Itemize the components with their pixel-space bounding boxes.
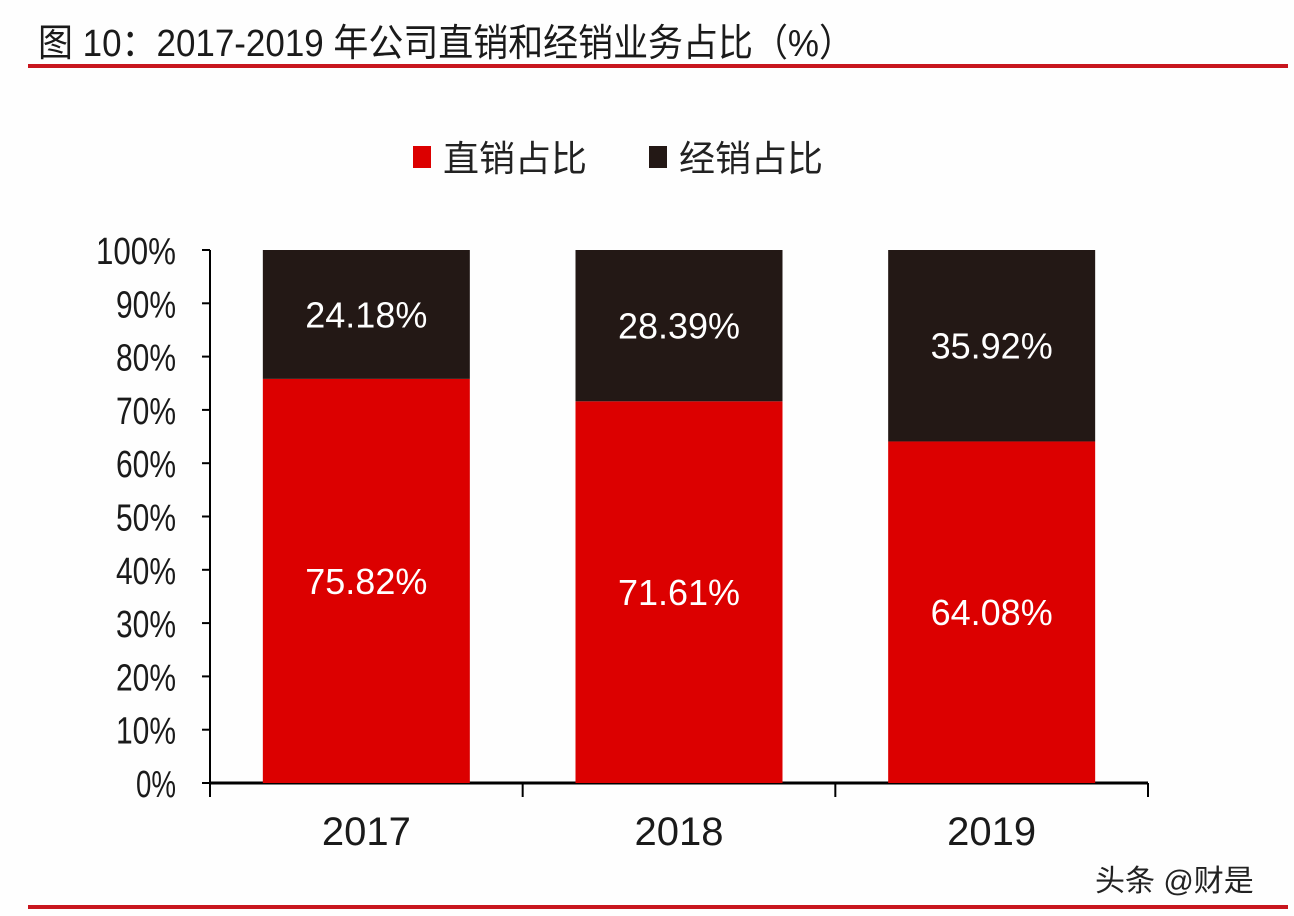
y-tick-label: 90% xyxy=(116,284,176,326)
bar-segment xyxy=(888,250,1096,442)
bar-segment xyxy=(262,378,470,783)
bar-segment xyxy=(575,401,783,783)
y-tick-label: 50% xyxy=(116,498,176,540)
legend-swatch xyxy=(413,146,431,168)
x-tick-label: 2018 xyxy=(635,810,724,854)
y-tick-label: 60% xyxy=(116,444,176,486)
x-tick-label: 2019 xyxy=(947,810,1036,854)
bar-segment xyxy=(575,250,783,402)
legend-swatch xyxy=(649,146,667,168)
y-tick-label: 100% xyxy=(96,231,176,273)
x-tick-label: 2017 xyxy=(322,810,411,854)
y-tick-label: 80% xyxy=(116,338,176,380)
y-tick-label: 40% xyxy=(116,551,176,593)
bar-segment xyxy=(888,441,1096,783)
y-tick-label: 0% xyxy=(136,764,176,806)
y-tick-label: 30% xyxy=(116,604,176,646)
y-tick-label: 10% xyxy=(116,711,176,753)
data-label: 24.18% xyxy=(305,294,427,335)
data-label: 64.08% xyxy=(931,592,1053,633)
legend-label: 直销占比 xyxy=(443,138,587,179)
chart-title: 图 10：2017-2019 年公司直销和经销业务占比（%） xyxy=(38,23,854,65)
watermark: 头条 @财是 xyxy=(1095,865,1254,898)
data-label: 71.61% xyxy=(618,572,740,613)
title-divider xyxy=(28,64,1288,68)
data-label: 75.82% xyxy=(305,561,427,602)
bottom-divider xyxy=(28,905,1288,909)
data-label: 28.39% xyxy=(618,306,740,347)
data-label: 35.92% xyxy=(931,326,1053,367)
bar-segment xyxy=(262,250,470,379)
y-tick-label: 20% xyxy=(116,657,176,699)
y-tick-label: 70% xyxy=(116,391,176,433)
legend-label: 经销占比 xyxy=(679,138,823,179)
